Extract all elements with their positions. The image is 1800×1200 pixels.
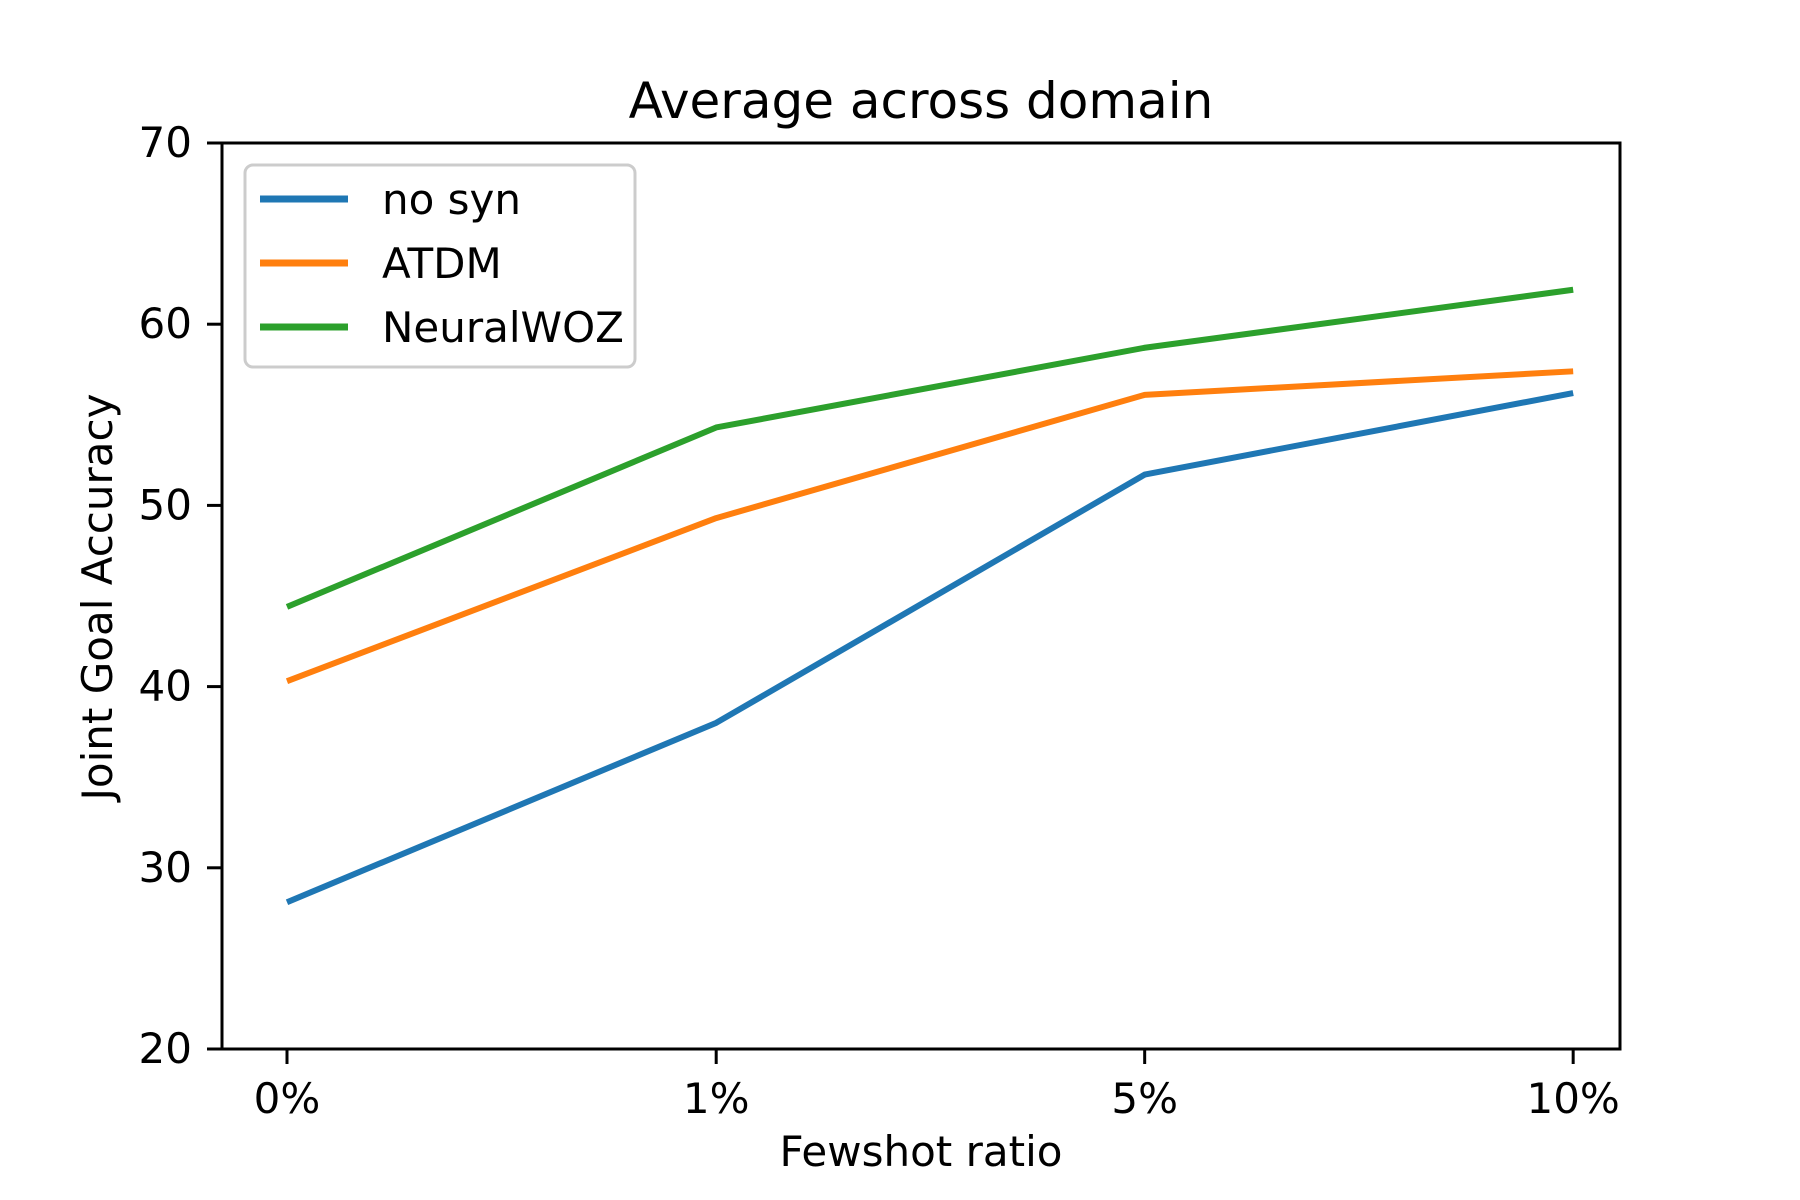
x-axis-label: Fewshot ratio — [780, 1127, 1063, 1176]
series-lines — [285, 286, 1574, 905]
chart-title: Average across domain — [629, 72, 1214, 130]
legend: no syn ATDM NeuralWOZ — [243, 163, 637, 369]
series-line-no-syn — [285, 390, 1574, 905]
legend-entry-label: NeuralWOZ — [382, 303, 624, 352]
x-tick-label: 5% — [1111, 1074, 1178, 1123]
y-tick-label: 50 — [139, 480, 192, 529]
series-line-neuralwoz — [285, 286, 1574, 610]
y-tick-label: 30 — [139, 843, 192, 892]
y-tick-label: 60 — [139, 299, 192, 348]
legend-frame — [243, 163, 637, 369]
y-tick-label: 70 — [139, 118, 192, 167]
y-tick-label: 40 — [139, 662, 192, 711]
x-tick-label: 0% — [254, 1074, 321, 1123]
y-tick-label: 20 — [139, 1024, 192, 1073]
legend-entry-label: no syn — [382, 175, 521, 224]
plot-border — [220, 141, 1622, 1051]
x-tick-label: 10% — [1526, 1074, 1619, 1123]
x-tick-label: 1% — [683, 1074, 750, 1123]
x-axis-ticks: 0% 1% 5% 10% — [254, 1049, 1620, 1123]
legend-entry-label: ATDM — [382, 239, 502, 288]
y-axis-label: Joint Goal Accuracy — [73, 394, 122, 804]
y-axis-ticks: 20 30 40 50 60 70 — [139, 118, 222, 1073]
series-line-atdm — [285, 368, 1574, 684]
